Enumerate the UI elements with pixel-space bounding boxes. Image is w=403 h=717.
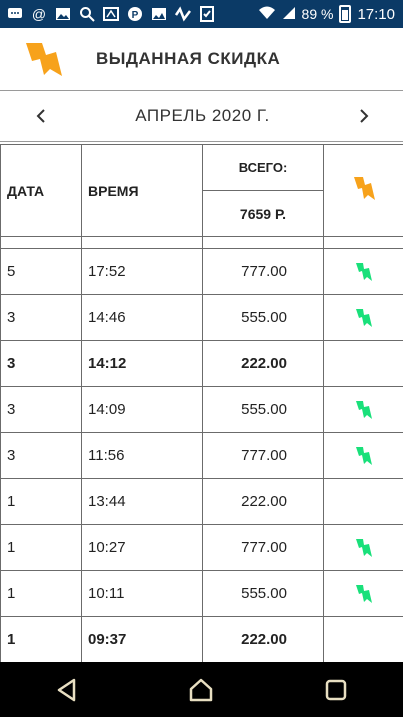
row-time: 10:27	[81, 524, 203, 571]
row-mark	[323, 248, 403, 295]
table-row[interactable]: 3 14:09 555.00	[0, 386, 403, 433]
row-amount: 555.00	[202, 294, 324, 341]
row-mark	[323, 294, 403, 341]
row-time: 17:52	[81, 248, 203, 295]
brand-logo-icon	[26, 43, 62, 76]
row-time: 10:11	[81, 570, 203, 617]
next-month-button[interactable]	[347, 99, 381, 133]
row-amount: 777.00	[202, 524, 324, 571]
status-bar: @ P 89 % 17:10	[0, 0, 403, 28]
row-amount: 555.00	[202, 386, 324, 433]
table-row[interactable]: 1 10:11 555.00	[0, 570, 403, 617]
green-bolt-icon	[355, 308, 372, 327]
row-mark	[323, 524, 403, 571]
row-date: 3	[0, 294, 82, 341]
column-header-date: ДАТА	[0, 144, 82, 237]
page-title: ВЫДАННАЯ СКИДКА	[96, 49, 281, 68]
row-mark	[323, 616, 403, 662]
row-time: 14:09	[81, 386, 203, 433]
prev-month-button[interactable]	[24, 99, 58, 133]
check-icon	[198, 5, 216, 23]
brand-mark-icon	[353, 177, 375, 200]
system-status: 89 % 17:10	[258, 5, 403, 23]
row-mark	[323, 386, 403, 433]
row-mark	[323, 478, 403, 525]
home-icon	[190, 678, 213, 701]
recents-button[interactable]	[316, 670, 356, 710]
row-amount: 222.00	[202, 616, 324, 662]
green-bolt-icon	[355, 400, 372, 419]
month-selector: АПРЕЛЬ 2020 Г.	[0, 90, 403, 142]
wave-icon	[174, 5, 192, 23]
green-bolt-icon	[355, 584, 372, 603]
row-time: 09:37	[81, 616, 203, 662]
row-date: 1	[0, 616, 82, 662]
row-amount: 777.00	[202, 248, 324, 295]
discount-table: ДАТА ВРЕМЯ ВСЕГО: 7659 Р. 5 17:52 777.00 3 1…	[0, 144, 403, 662]
at-icon: @	[31, 6, 47, 22]
table-spacer	[0, 236, 403, 249]
row-date: 3	[0, 340, 82, 387]
row-time: 11:56	[81, 432, 203, 479]
row-mark	[323, 340, 403, 387]
row-amount: 555.00	[202, 570, 324, 617]
table-row[interactable]: 1 09:37 222.00	[0, 616, 403, 662]
row-time: 14:12	[81, 340, 203, 387]
chevron-left-icon	[36, 109, 45, 123]
gallery-icon	[150, 5, 168, 23]
month-label: АПРЕЛЬ 2020 Г.	[135, 106, 270, 125]
wifi-icon	[258, 6, 276, 23]
home-button[interactable]	[181, 670, 221, 710]
table-row[interactable]: 3 11:56 777.00	[0, 432, 403, 479]
row-date: 5	[0, 248, 82, 295]
total-sum: 7659 Р.	[202, 190, 324, 237]
discount-table-container[interactable]: ДАТА ВРЕМЯ ВСЕГО: 7659 Р. 5 17:52 777.00 3 1…	[0, 144, 403, 662]
column-header-mark	[323, 144, 403, 237]
search-icon	[78, 5, 96, 23]
back-icon	[57, 678, 76, 701]
svg-text:P: P	[132, 10, 139, 21]
green-bolt-icon	[355, 262, 372, 281]
row-time: 14:46	[81, 294, 203, 341]
row-date: 3	[0, 386, 82, 433]
column-header-total: ВСЕГО:	[202, 144, 324, 191]
table-row[interactable]: 3 14:46 555.00	[0, 294, 403, 341]
table-row[interactable]: 5 17:52 777.00	[0, 248, 403, 295]
table-row[interactable]: 1 13:44 222.00	[0, 478, 403, 525]
green-bolt-icon	[355, 446, 372, 465]
table-row[interactable]: 1 10:27 777.00	[0, 524, 403, 571]
image-icon	[54, 5, 72, 23]
green-bolt-icon	[355, 538, 372, 557]
row-date: 1	[0, 570, 82, 617]
table-row[interactable]: 3 14:12 222.00	[0, 340, 403, 387]
card-icon	[102, 5, 120, 23]
notification-icons: @ P	[0, 5, 216, 23]
battery-icon	[339, 5, 352, 23]
clock: 17:10	[357, 5, 395, 23]
chat-icon	[6, 5, 24, 23]
row-mark	[323, 432, 403, 479]
row-amount: 222.00	[202, 478, 324, 525]
system-nav-bar	[0, 662, 403, 717]
row-time: 13:44	[81, 478, 203, 525]
battery-percent: 89 %	[301, 6, 334, 22]
row-date: 1	[0, 478, 82, 525]
signal-icon	[282, 6, 296, 23]
recents-icon	[325, 679, 347, 700]
chevron-right-icon	[360, 109, 369, 123]
row-date: 1	[0, 524, 82, 571]
back-button[interactable]	[47, 670, 87, 710]
app-header: ВЫДАННАЯ СКИДКА	[0, 28, 403, 90]
row-mark	[323, 570, 403, 617]
pinterest-icon: P	[126, 5, 144, 23]
row-amount: 777.00	[202, 432, 324, 479]
column-header-time: ВРЕМЯ	[81, 144, 203, 237]
row-date: 3	[0, 432, 82, 479]
row-amount: 222.00	[202, 340, 324, 387]
